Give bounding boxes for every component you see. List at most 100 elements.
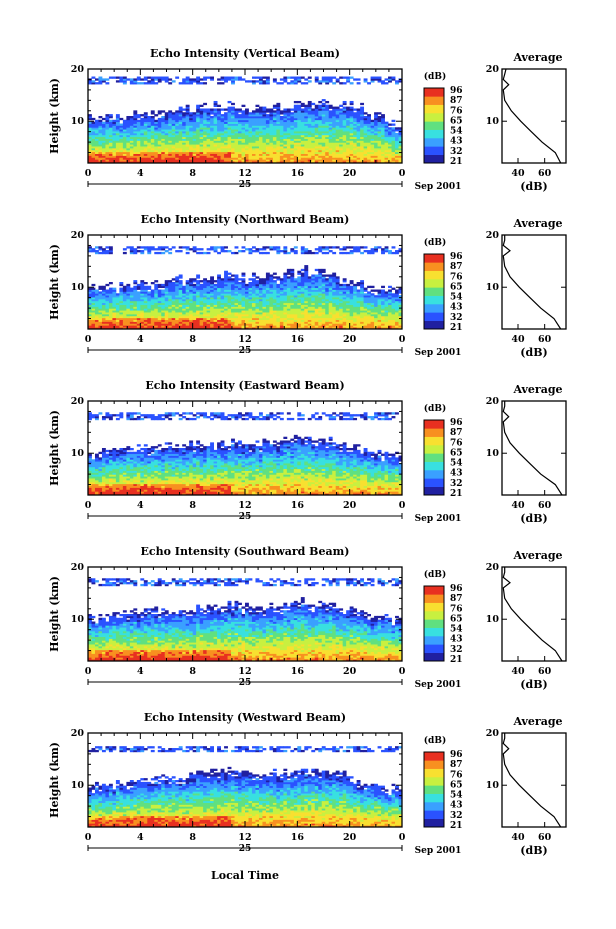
- heatmap-cell: [391, 159, 396, 162]
- heatmap-cell: [206, 283, 211, 287]
- heatmap-cell: [94, 323, 99, 326]
- heatmap-cell: [265, 283, 270, 287]
- heatmap-cell: [248, 129, 253, 132]
- heatmap-cell: [98, 310, 103, 313]
- heatmap-cell: [217, 78, 221, 81]
- heatmap-cell: [251, 121, 256, 124]
- heatmap-cell: [391, 153, 396, 156]
- heatmap-cell: [374, 144, 378, 147]
- heatmap-cell: [91, 283, 96, 287]
- heatmap-cell: [377, 78, 382, 81]
- heatmap-cell: [321, 149, 326, 153]
- heatmap-cell: [119, 129, 124, 132]
- heatmap-cell: [105, 289, 110, 292]
- heatmap-cell: [154, 155, 159, 158]
- heatmap-cell: [129, 147, 134, 151]
- heatmap-cell: [342, 123, 347, 126]
- heatmap-cell: [269, 117, 274, 121]
- heatmap-cell: [248, 161, 253, 164]
- heatmap-cell: [279, 295, 284, 298]
- heatmap-cell: [269, 125, 274, 128]
- heatmap-cell: [307, 132, 312, 136]
- heatmap-cell: [98, 157, 103, 160]
- heatmap-cell: [283, 298, 288, 302]
- heatmap-cell: [293, 116, 298, 119]
- heatmap-cell: [143, 153, 148, 156]
- heatmap-cell: [245, 306, 249, 309]
- heatmap-cell: [220, 308, 225, 311]
- heatmap-cell: [112, 317, 117, 320]
- heatmap-cell: [182, 315, 187, 319]
- heatmap-cell: [168, 142, 173, 145]
- heatmap-cell: [290, 306, 295, 309]
- heatmap-cell: [189, 121, 194, 124]
- heatmap-cell: [220, 278, 225, 281]
- heatmap-cell: [258, 131, 263, 134]
- heatmap-cell: [300, 142, 305, 145]
- heatmap-cell: [119, 298, 124, 302]
- heatmap-cell: [150, 310, 155, 313]
- heatmap-cell: [370, 121, 375, 124]
- heatmap-cell: [182, 285, 187, 289]
- heatmap-cell: [220, 289, 225, 292]
- heatmap-cell: [210, 289, 214, 292]
- heatmap-cell: [367, 144, 371, 147]
- heatmap-cell: [157, 123, 162, 126]
- heatmap-cell: [234, 112, 239, 115]
- heatmap-cell: [217, 246, 221, 249]
- heatmap-cell: [196, 297, 201, 300]
- heatmap-cell: [293, 153, 298, 156]
- heatmap-cell: [258, 161, 263, 164]
- heatmap-cell: [346, 117, 351, 121]
- heatmap-cell: [203, 295, 208, 298]
- heatmap-cell: [206, 151, 211, 154]
- heatmap-cell: [122, 136, 127, 139]
- heatmap-cell: [182, 155, 187, 158]
- heatmap-cell: [178, 131, 183, 134]
- heatmap-cell: [192, 131, 197, 134]
- heatmap-cell: [304, 116, 309, 119]
- heatmap-cell: [119, 304, 124, 307]
- heatmap-cell: [91, 144, 96, 147]
- heatmap-cell: [304, 157, 309, 160]
- heatmap-cell: [122, 317, 127, 320]
- heatmap-cell: [304, 153, 309, 156]
- heatmap-cell: [129, 250, 134, 253]
- heatmap-cell: [150, 308, 155, 311]
- heatmap-cell: [227, 149, 232, 153]
- heatmap-cell: [133, 304, 138, 307]
- heatmap-cell: [353, 155, 358, 158]
- heatmap-cell: [234, 295, 239, 298]
- heatmap-cell: [353, 153, 358, 156]
- heatmap-cell: [321, 136, 326, 139]
- heatmap-cell: [115, 295, 120, 298]
- heatmap-cell: [231, 110, 235, 113]
- heatmap-cell: [388, 146, 392, 149]
- heatmap-cell: [227, 146, 232, 149]
- heatmap-cell: [133, 287, 138, 290]
- heatmap-cell: [265, 132, 270, 136]
- heatmap-cell: [178, 140, 183, 143]
- heatmap-cell: [140, 155, 145, 158]
- heatmap-cell: [199, 161, 204, 164]
- heatmap-cell: [126, 293, 131, 296]
- heatmap-cell: [234, 315, 239, 319]
- heatmap-cell: [126, 304, 131, 307]
- x-tick-label: 20: [343, 168, 357, 179]
- heatmap-cell: [290, 268, 295, 272]
- heatmap-cell: [129, 300, 134, 304]
- heatmap-cell: [290, 272, 295, 275]
- heatmap-cell: [182, 302, 187, 305]
- heatmap-cell: [133, 123, 138, 126]
- heatmap-cell: [206, 131, 211, 134]
- heatmap-cell: [276, 248, 281, 251]
- heatmap-cell: [398, 142, 403, 145]
- heatmap-cell: [203, 149, 208, 153]
- heatmap-cell: [234, 142, 239, 145]
- heatmap-cell: [150, 317, 155, 320]
- heatmap-cell: [265, 295, 270, 298]
- heatmap-cell: [88, 246, 92, 249]
- heatmap-cell: [199, 310, 204, 313]
- heatmap-cell: [122, 323, 127, 326]
- heatmap-cell: [279, 138, 284, 141]
